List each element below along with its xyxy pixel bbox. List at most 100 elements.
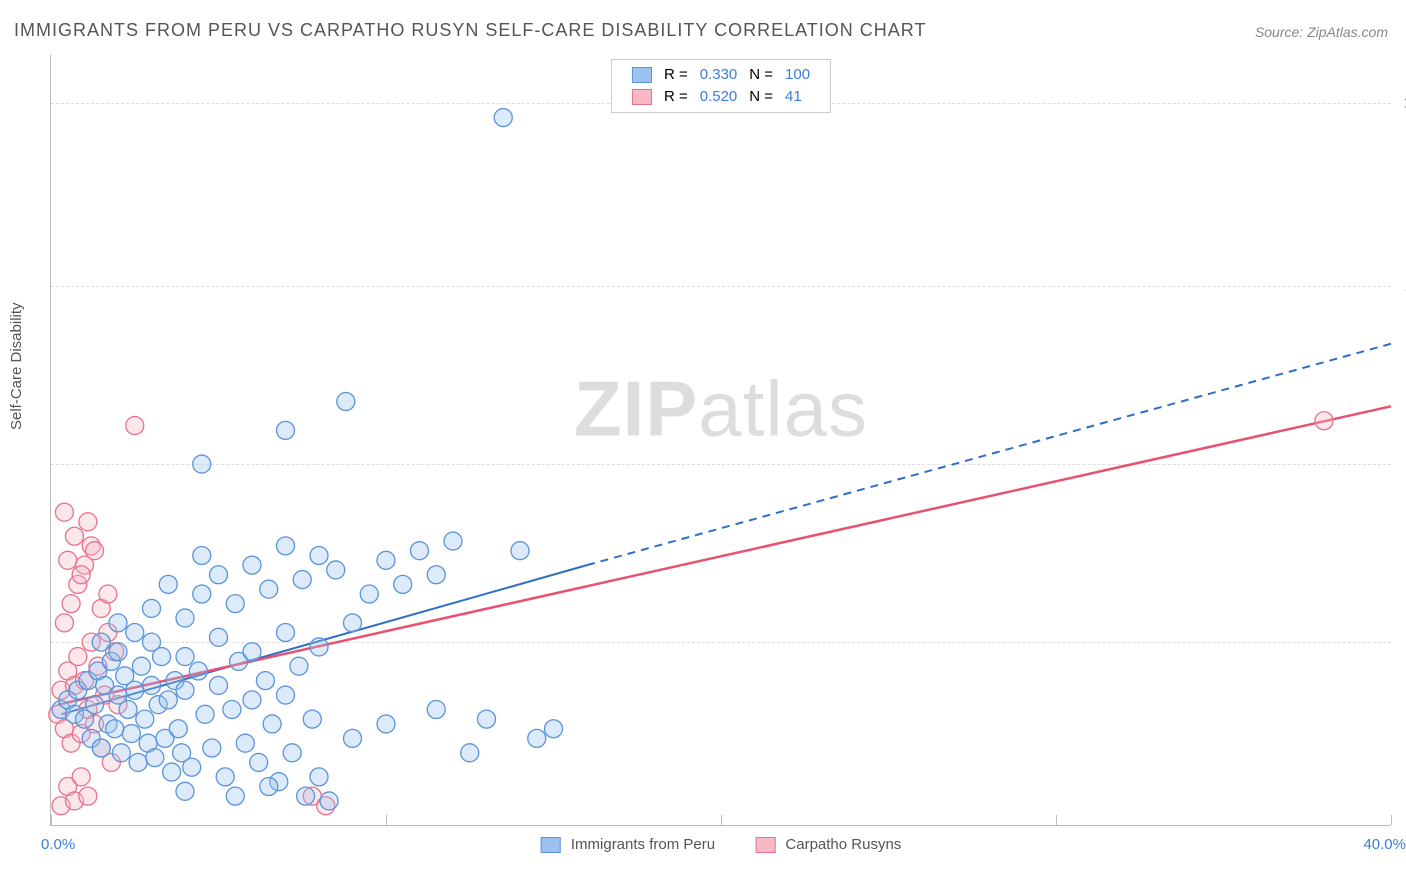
legend-row-series-2: R =0.520 N =41 (626, 86, 816, 108)
data-point (411, 542, 429, 560)
data-point (243, 556, 261, 574)
swatch-bottom-2 (755, 837, 775, 853)
data-point (297, 787, 315, 805)
data-point (528, 729, 546, 747)
data-point (210, 676, 228, 694)
data-point (226, 595, 244, 613)
data-point (344, 614, 362, 632)
data-point (136, 710, 154, 728)
data-point (189, 662, 207, 680)
data-point (310, 547, 328, 565)
data-point (65, 527, 83, 545)
data-point (59, 551, 77, 569)
data-point (86, 542, 104, 560)
data-point (106, 720, 124, 738)
data-point (310, 638, 328, 656)
legend-item-1: Immigrants from Peru (541, 836, 720, 853)
data-point (243, 691, 261, 709)
x-tick (1391, 815, 1392, 825)
data-point (394, 575, 412, 593)
data-point (176, 648, 194, 666)
data-point (1315, 412, 1333, 430)
data-point (444, 532, 462, 550)
data-point (126, 681, 144, 699)
data-point (478, 710, 496, 728)
legend-row-series-1: R =0.330 N =100 (626, 64, 816, 86)
data-point (377, 715, 395, 733)
data-point (193, 585, 211, 603)
data-point (283, 744, 301, 762)
data-point (210, 566, 228, 584)
data-point (494, 109, 512, 127)
data-point (55, 503, 73, 521)
data-point (122, 725, 140, 743)
data-point (327, 561, 345, 579)
data-point (277, 624, 295, 642)
data-point (159, 691, 177, 709)
data-point (55, 614, 73, 632)
data-point (129, 753, 147, 771)
data-point (210, 628, 228, 646)
data-point (250, 753, 268, 771)
plot-area: ZIPatlas 3.8%7.5%11.2%15.0% 0.0% 40.0% R… (50, 55, 1391, 826)
data-point (109, 643, 127, 661)
data-point (143, 633, 161, 651)
data-point (260, 778, 278, 796)
chart-container: IMMIGRANTS FROM PERU VS CARPATHO RUSYN S… (0, 0, 1406, 892)
data-point (92, 739, 110, 757)
data-point (277, 686, 295, 704)
data-point (143, 676, 161, 694)
data-point (143, 599, 161, 617)
data-point (337, 393, 355, 411)
data-point (79, 513, 97, 531)
data-point (69, 648, 87, 666)
data-point (260, 580, 278, 598)
data-point (109, 614, 127, 632)
data-point (377, 551, 395, 569)
data-point (293, 571, 311, 589)
data-point (72, 566, 90, 584)
swatch-bottom-1 (541, 837, 561, 853)
data-point (196, 705, 214, 723)
swatch-series-1 (632, 67, 652, 83)
x-max-label: 40.0% (1363, 836, 1406, 853)
data-point (119, 701, 137, 719)
data-point (243, 643, 261, 661)
x-min-label: 0.0% (41, 836, 75, 853)
chart-title: IMMIGRANTS FROM PERU VS CARPATHO RUSYN S… (14, 20, 926, 41)
data-point (320, 792, 338, 810)
data-point (193, 455, 211, 473)
data-point (112, 744, 130, 762)
data-point (344, 729, 362, 747)
y-axis-label: Self-Care Disability (8, 302, 25, 430)
data-point (62, 595, 80, 613)
data-point (256, 672, 274, 690)
data-point (99, 585, 117, 603)
data-point (126, 624, 144, 642)
data-point (545, 720, 563, 738)
data-point (427, 566, 445, 584)
data-point (176, 782, 194, 800)
data-point (236, 734, 254, 752)
data-point (72, 768, 90, 786)
data-point (277, 421, 295, 439)
data-point (183, 758, 201, 776)
data-point (216, 768, 234, 786)
data-point (176, 681, 194, 699)
data-point (92, 633, 110, 651)
data-point (86, 696, 104, 714)
data-point (303, 710, 321, 728)
data-point (146, 749, 164, 767)
scatter-points (51, 55, 1391, 825)
data-point (290, 657, 308, 675)
data-point (79, 787, 97, 805)
data-point (169, 720, 187, 738)
data-point (159, 575, 177, 593)
data-point (203, 739, 221, 757)
data-point (277, 537, 295, 555)
data-point (193, 547, 211, 565)
data-point (511, 542, 529, 560)
legend-item-2: Carpatho Rusyns (755, 836, 901, 853)
source-label: Source: ZipAtlas.com (1255, 24, 1388, 40)
data-point (126, 417, 144, 435)
